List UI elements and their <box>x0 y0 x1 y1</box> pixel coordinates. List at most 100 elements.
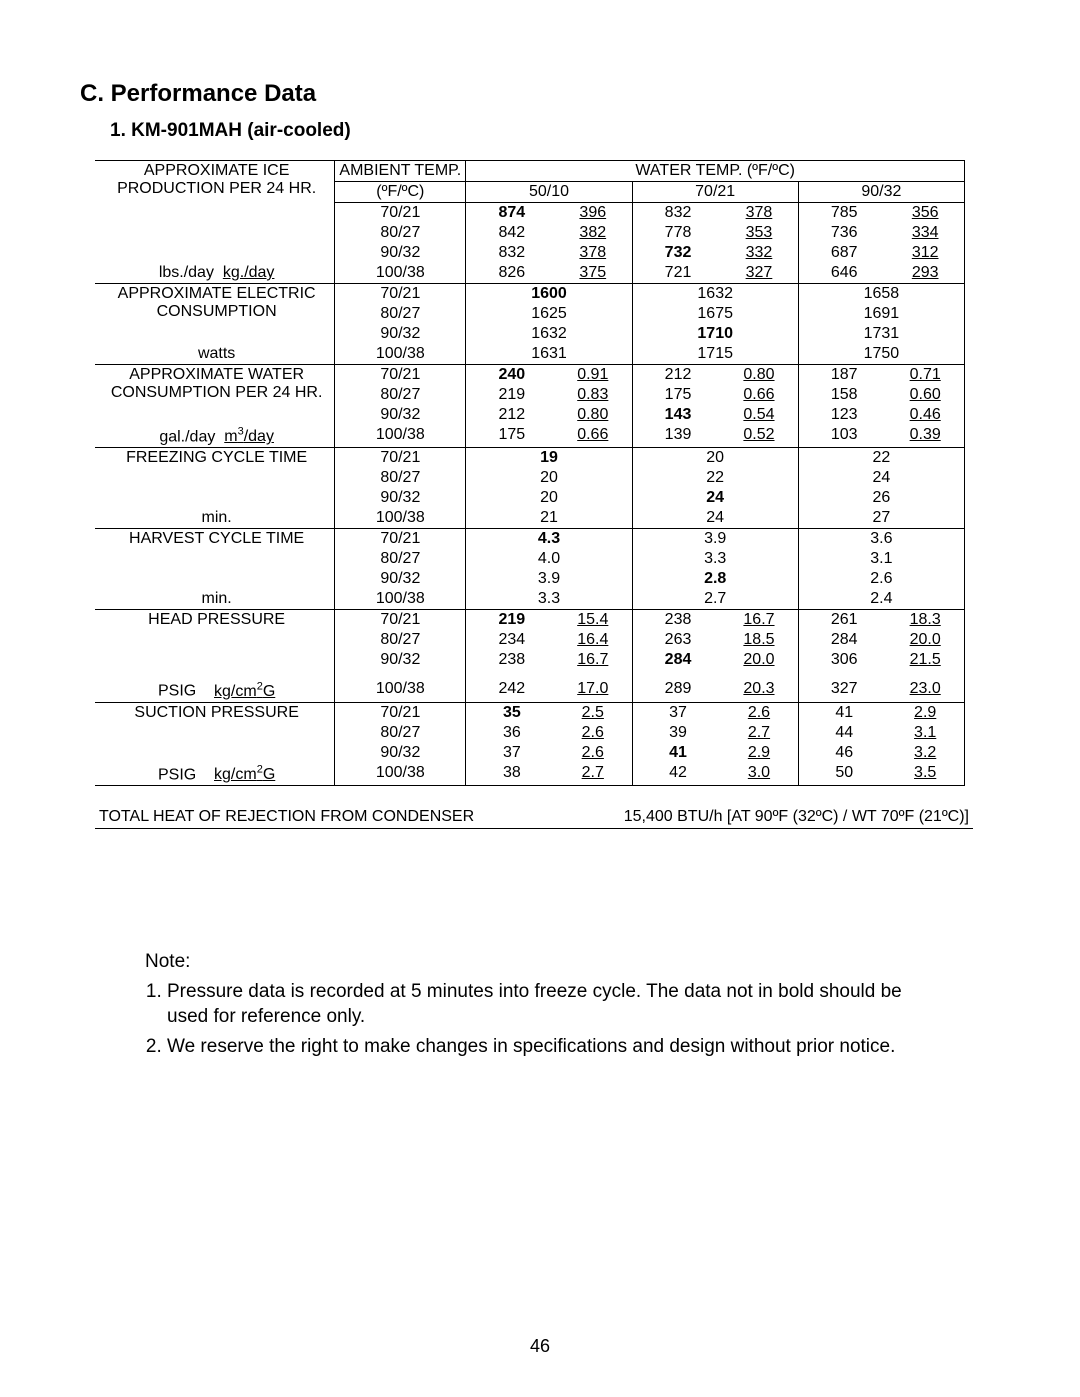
data-cell: 23816.7 <box>466 650 632 670</box>
data-cell: 3.9 <box>632 529 798 550</box>
section-unit: lbs./day kg./day <box>95 263 335 284</box>
data-cell: 19 <box>466 448 632 469</box>
data-cell: 22 <box>798 448 964 469</box>
section-title: C. Performance Data <box>80 80 1000 108</box>
section-label: FREEZING CYCLE TIME <box>95 448 335 509</box>
ambient-value: 90/32 <box>335 743 466 763</box>
data-cell: 1430.54 <box>632 405 798 425</box>
data-cell: 382.7 <box>466 763 632 786</box>
data-cell: 26 <box>798 488 964 508</box>
data-cell: 1631 <box>466 344 632 365</box>
data-cell: 362.6 <box>466 723 632 743</box>
data-cell: 2190.83 <box>466 385 632 405</box>
data-cell: 1715 <box>632 344 798 365</box>
data-cell: 2.8 <box>632 569 798 589</box>
ambient-value: 100/38 <box>335 425 466 448</box>
data-cell: 503.5 <box>798 763 964 786</box>
data-cell: 24217.0 <box>466 670 632 702</box>
ambient-value: 70/21 <box>335 448 466 469</box>
data-cell: 26118.3 <box>798 610 964 631</box>
data-cell: 1750.66 <box>466 425 632 448</box>
data-cell: 2.7 <box>632 589 798 610</box>
data-cell: 1750 <box>798 344 964 365</box>
data-cell: 732332 <box>632 243 798 263</box>
data-cell: 1675 <box>632 304 798 324</box>
data-cell: 646293 <box>798 263 964 284</box>
heat-rejection-row: TOTAL HEAT OF REJECTION FROM CONDENSER 1… <box>95 808 973 829</box>
ambient-value: 90/32 <box>335 405 466 425</box>
data-cell: 2400.91 <box>466 365 632 386</box>
data-cell: 20 <box>466 488 632 508</box>
data-cell: 721327 <box>632 263 798 284</box>
data-cell: 826375 <box>466 263 632 284</box>
data-cell: 27 <box>798 508 964 529</box>
ambient-value: 70/21 <box>335 203 466 224</box>
notes-list: Pressure data is recorded at 5 minutes i… <box>145 979 935 1060</box>
data-cell: 1632 <box>632 284 798 305</box>
data-cell: 1632 <box>466 324 632 344</box>
ambient-value: 90/32 <box>335 569 466 589</box>
section-unit: min. <box>95 589 335 610</box>
data-cell: 443.1 <box>798 723 964 743</box>
data-cell: 3.1 <box>798 549 964 569</box>
ambient-header: AMBIENT TEMP. <box>335 161 466 182</box>
ambient-value: 90/32 <box>335 243 466 263</box>
ambient-unit: (ºF/ºC) <box>335 182 466 203</box>
ambient-value: 90/32 <box>335 650 466 670</box>
data-cell: 832378 <box>632 203 798 224</box>
data-cell: 1625 <box>466 304 632 324</box>
data-cell: 2120.80 <box>632 365 798 386</box>
ambient-value: 70/21 <box>335 529 466 550</box>
ambient-value: 80/27 <box>335 304 466 324</box>
wt-col: 50/10 <box>466 182 632 203</box>
data-cell: 24 <box>798 468 964 488</box>
section-label: APPROXIMATE ELECTRICCONSUMPTION <box>95 284 335 345</box>
data-cell: 352.5 <box>466 702 632 723</box>
section-unit: watts <box>95 344 335 365</box>
ambient-value: 70/21 <box>335 610 466 631</box>
ambient-value: 80/27 <box>335 385 466 405</box>
section-label: SUCTION PRESSURE <box>95 702 335 763</box>
section-label: HARVEST CYCLE TIME <box>95 529 335 590</box>
data-cell: 1580.60 <box>798 385 964 405</box>
data-cell: 21 <box>466 508 632 529</box>
data-cell: 21915.4 <box>466 610 632 631</box>
section-unit: PSIG kg/cm2G <box>95 763 335 786</box>
ambient-value: 80/27 <box>335 630 466 650</box>
heat-value: 15,400 BTU/h [AT 90ºF (32ºC) / WT 70ºF (… <box>624 808 969 826</box>
data-cell: 2.4 <box>798 589 964 610</box>
ambient-value: 100/38 <box>335 508 466 529</box>
heat-label: TOTAL HEAT OF REJECTION FROM CONDENSER <box>99 808 474 826</box>
data-cell: 2120.80 <box>466 405 632 425</box>
data-cell: 1731 <box>798 324 964 344</box>
data-cell: 412.9 <box>798 702 964 723</box>
blank-label <box>95 203 335 264</box>
ambient-value: 80/27 <box>335 549 466 569</box>
ambient-value: 100/38 <box>335 763 466 786</box>
data-cell: 392.7 <box>632 723 798 743</box>
ambient-value: 90/32 <box>335 324 466 344</box>
data-cell: 1750.66 <box>632 385 798 405</box>
notes-title: Note: <box>145 949 935 975</box>
ambient-value: 100/38 <box>335 263 466 284</box>
data-cell: 463.2 <box>798 743 964 763</box>
page-number: 46 <box>0 1336 1080 1357</box>
data-cell: 874396 <box>466 203 632 224</box>
data-cell: 1230.46 <box>798 405 964 425</box>
data-cell: 3.3 <box>466 589 632 610</box>
performance-table: APPROXIMATE ICEPRODUCTION PER 24 HR.AMBI… <box>95 160 965 786</box>
data-cell: 3.9 <box>466 569 632 589</box>
data-cell: 24 <box>632 488 798 508</box>
data-cell: 1600 <box>466 284 632 305</box>
notes-block: Note: Pressure data is recorded at 5 min… <box>145 949 935 1060</box>
data-cell: 4.3 <box>466 529 632 550</box>
ambient-value: 80/27 <box>335 223 466 243</box>
data-cell: 28420.0 <box>798 630 964 650</box>
data-cell: 24 <box>632 508 798 529</box>
water-header: WATER TEMP. (ºF/ºC) <box>466 161 965 182</box>
data-cell: 423.0 <box>632 763 798 786</box>
section-label: APPROXIMATE WATERCONSUMPTION PER 24 HR. <box>95 365 335 426</box>
ambient-value: 80/27 <box>335 468 466 488</box>
ambient-value: 70/21 <box>335 702 466 723</box>
data-cell: 32723.0 <box>798 670 964 702</box>
